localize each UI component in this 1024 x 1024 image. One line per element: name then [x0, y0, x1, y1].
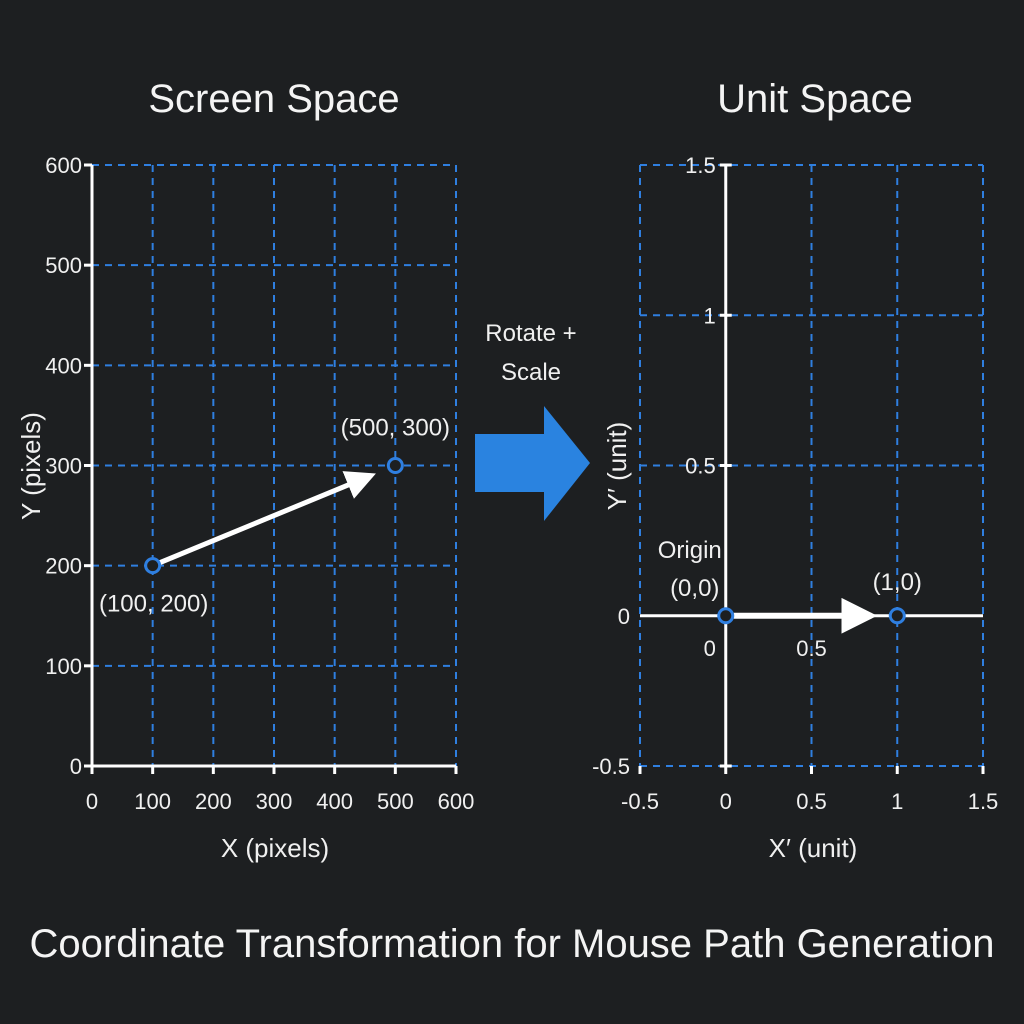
unit-y-tick-label-0-5: -0.5 [592, 754, 630, 779]
unit-space-title: Unit Space [717, 77, 913, 121]
unit-space-marks: Origin (0,0) (1,0) [658, 537, 922, 634]
screen-space-y-axis-label: Y (pixels) [16, 412, 46, 520]
screen-x-tick-label-600: 600 [438, 789, 475, 814]
screen-x-tick-label-400: 400 [316, 789, 353, 814]
unit-y-tick-label-1: 1 [704, 303, 716, 328]
screen-space-ticks: 0 100 200 300 400 500 600 0 100 200 300 400 500 600 [45, 153, 474, 814]
screen-y-tick-label-200: 200 [45, 554, 82, 579]
screen-space-chart: 0 100 200 300 400 500 600 0 100 200 300 400 500 600 (… [16, 153, 474, 863]
unit-space-grid [639, 164, 984, 767]
transform-label-line2: Scale [501, 359, 561, 386]
screen-y-tick-label-600: 600 [45, 153, 82, 178]
screen-space-grid [92, 164, 457, 766]
unit-inner-x-label-0: 0 [704, 636, 716, 661]
screen-point-2 [386, 457, 404, 474]
unit-y-tick-label-0-5: 0.5 [685, 454, 716, 479]
screen-point-1 [144, 557, 162, 575]
unit-inner-x-label-0-5: 0.5 [796, 636, 827, 661]
unit-x-tick-label-0-5: -0.5 [621, 789, 659, 814]
unit-point-label-2: (1,0) [873, 569, 922, 596]
screen-x-tick-label-100: 100 [134, 789, 171, 814]
unit-space-y-axis-label: Y′ (unit) [602, 422, 632, 511]
transform-label-line1: Rotate + [485, 320, 576, 347]
screen-space-title: Screen Space [148, 77, 399, 121]
screen-x-tick-label-200: 200 [195, 789, 232, 814]
unit-x-tick-label-0-5: 0.5 [796, 789, 827, 814]
screen-space-x-axis-label: X (pixels) [221, 833, 329, 863]
screen-transform-vector [159, 471, 376, 565]
unit-x-tick-label-0: 0 [720, 789, 732, 814]
figure-caption: Coordinate Transformation for Mouse Path… [30, 922, 995, 966]
screen-x-tick-label-300: 300 [256, 789, 293, 814]
screen-point-label-1: (100, 200) [99, 591, 208, 618]
unit-space-chart: -0.5 0 0.5 1 1.5 -0.5 0 0.5 1 1.5 0 0.5 Origin (0,0)… [592, 153, 998, 863]
screen-y-tick-label-300: 300 [45, 454, 82, 479]
unit-point-label-1: (0,0) [670, 575, 719, 602]
screen-space-marks: (100, 200) (500, 300) [99, 415, 450, 618]
arrow-right-icon [475, 406, 590, 521]
unit-point-caption-1: Origin [658, 537, 722, 564]
transform-indicator: Rotate + Scale [475, 320, 590, 521]
unit-point-2 [888, 607, 906, 625]
unit-point-1 [717, 607, 735, 625]
screen-y-tick-label-0: 0 [70, 754, 82, 779]
unit-y-tick-label-0: 0 [618, 604, 630, 629]
unit-space-ticks: -0.5 0 0.5 1 1.5 -0.5 0 0.5 1 1.5 0 0.5 [592, 153, 998, 814]
screen-y-tick-label-100: 100 [45, 654, 82, 679]
unit-x-tick-label-1: 1 [891, 789, 903, 814]
screen-x-tick-label-500: 500 [377, 789, 414, 814]
screen-x-tick-label-0: 0 [86, 789, 98, 814]
screen-y-tick-label-400: 400 [45, 353, 82, 378]
screen-point-label-2: (500, 300) [341, 415, 450, 442]
unit-space-x-axis-label: X′ (unit) [769, 833, 858, 863]
screen-y-tick-label-500: 500 [45, 253, 82, 278]
unit-x-tick-label-1-5: 1.5 [968, 789, 999, 814]
unit-y-tick-label-1-5: 1.5 [685, 153, 716, 178]
